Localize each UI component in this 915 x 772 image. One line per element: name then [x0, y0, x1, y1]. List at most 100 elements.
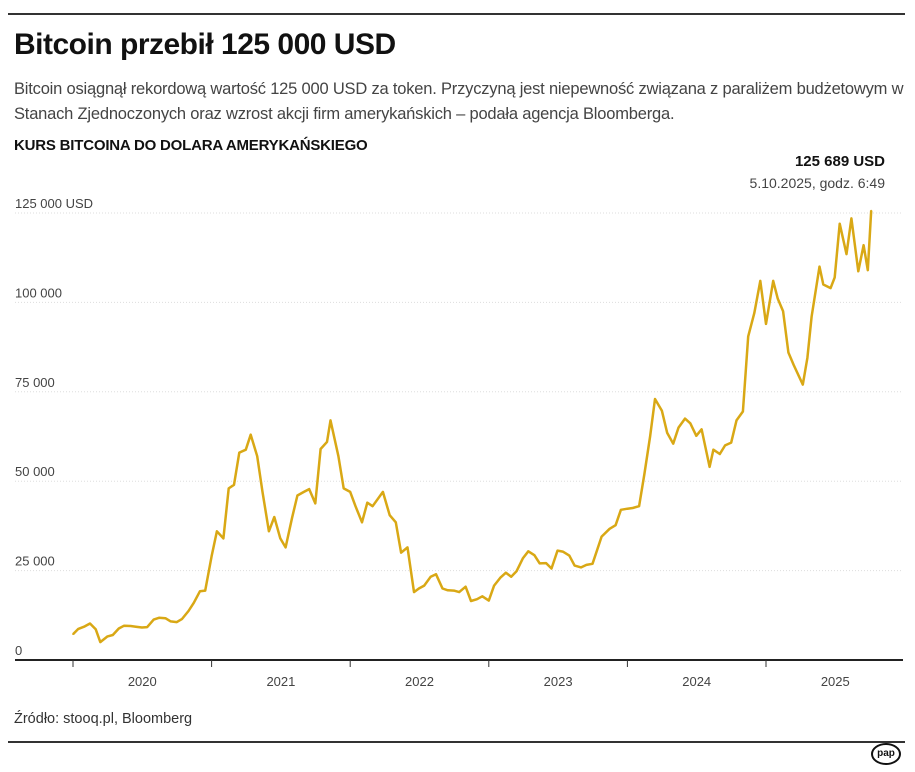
data-point [695, 434, 698, 437]
data-point [361, 521, 363, 524]
x-tick-label: 2025 [821, 674, 850, 689]
data-point [204, 589, 206, 592]
data-point [135, 625, 137, 628]
data-point [261, 491, 264, 493]
data-point [441, 587, 444, 590]
data-point [303, 491, 305, 493]
series-line [72, 210, 873, 644]
data-point [435, 573, 437, 575]
subtitle: Bitcoin osiągnął rekordową wartość 125 0… [14, 80, 904, 123]
data-point [845, 253, 848, 255]
data-point [418, 587, 420, 590]
data-point [765, 323, 767, 325]
x-tick-label: 2024 [682, 674, 711, 689]
data-point [308, 488, 310, 490]
data-point [556, 549, 559, 552]
data-point [562, 550, 564, 553]
data-point [666, 432, 668, 434]
data-point [833, 276, 836, 279]
data-point [499, 576, 502, 579]
data-point [550, 567, 553, 570]
data-point [354, 505, 357, 508]
data-point [175, 621, 178, 623]
data-point [141, 626, 143, 629]
data-point [782, 310, 784, 313]
data-point [446, 589, 449, 592]
data-point [638, 505, 640, 508]
data-point [620, 509, 622, 511]
data-point [515, 570, 518, 573]
data-point [371, 505, 374, 508]
data-point [268, 530, 270, 533]
data-point [759, 280, 762, 282]
x-tick-label: 2023 [544, 674, 573, 689]
data-point [700, 428, 703, 431]
data-point [326, 441, 328, 443]
data-point [273, 516, 276, 518]
data-point [580, 566, 582, 569]
data-point [631, 507, 634, 509]
data-point [476, 598, 478, 601]
data-point [787, 351, 790, 354]
data-point [216, 530, 218, 533]
data-point [708, 466, 711, 468]
data-point [792, 364, 795, 366]
data-point [464, 585, 467, 588]
data-point [181, 618, 183, 620]
data-point [753, 312, 756, 314]
data-point [279, 537, 282, 540]
y-tick-label: 125 000 USD [15, 196, 93, 211]
data-point [573, 564, 576, 567]
data-point [568, 554, 571, 557]
data-point [857, 270, 860, 273]
data-point [222, 537, 225, 540]
data-point [719, 453, 721, 455]
data-point [423, 584, 426, 587]
data-point [118, 627, 120, 630]
data-point [488, 599, 490, 602]
data-point [724, 444, 726, 447]
data-point [406, 546, 409, 549]
data-point [106, 635, 109, 638]
x-tick-label: 2022 [405, 674, 434, 689]
data-point [233, 483, 235, 486]
data-point [600, 535, 603, 538]
data-point [99, 641, 102, 643]
data-point [256, 455, 258, 457]
data-point [527, 550, 530, 553]
data-point [146, 626, 149, 628]
data-point [337, 455, 340, 457]
data-point [152, 618, 155, 621]
data-point [730, 441, 732, 444]
x-tick-label: 2021 [266, 674, 295, 689]
data-point [829, 287, 832, 289]
data-point [94, 628, 97, 631]
data-point [818, 265, 821, 268]
data-point [210, 555, 213, 558]
data-point [689, 422, 692, 425]
data-point [366, 501, 369, 504]
data-point [199, 590, 201, 593]
y-tick-label: 25 000 [15, 554, 55, 569]
data-point [677, 426, 680, 429]
data-point [493, 584, 495, 587]
data-point [810, 315, 813, 318]
data-point [470, 600, 472, 602]
data-point [672, 442, 675, 445]
annotation-value: 125 689 USD [794, 153, 885, 170]
data-point [684, 417, 686, 420]
y-tick-label: 50 000 [15, 464, 55, 479]
data-point [747, 335, 750, 338]
data-point [712, 448, 715, 451]
data-point [244, 448, 247, 451]
data-point [123, 624, 125, 627]
x-tick-label: 2020 [128, 674, 157, 689]
data-point [238, 451, 241, 454]
data-point [158, 617, 160, 619]
data-point [545, 562, 547, 564]
data-point [77, 628, 80, 630]
data-point [481, 595, 484, 598]
data-point [862, 244, 865, 246]
data-point [314, 502, 317, 505]
data-point [870, 209, 872, 212]
